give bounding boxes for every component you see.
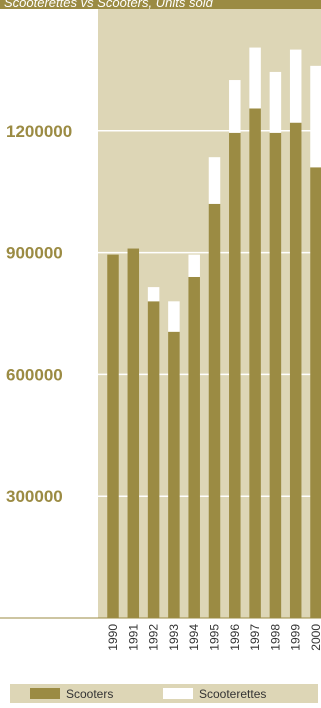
legend-label-scooterettes: Scooterettes — [199, 687, 266, 701]
bar-scooterettes-1994 — [188, 254, 200, 277]
bar-scooterettes-1998 — [269, 71, 282, 133]
x-tick-label-1996: 1996 — [228, 624, 242, 651]
x-tick-label-1993: 1993 — [167, 624, 181, 651]
bar-scooterettes-1995 — [208, 157, 221, 204]
x-tick-label-1991: 1991 — [126, 624, 140, 651]
bar-scooters-1993 — [168, 331, 180, 618]
bar-scooterettes-2000 — [310, 65, 321, 168]
y-tick-label-1: 600000 — [6, 365, 63, 384]
bars — [107, 47, 321, 619]
chart-title-background — [0, 0, 321, 9]
bar-scooters-1996 — [229, 132, 241, 618]
bar-scooters-1990 — [107, 254, 119, 618]
bar-scooters-1999 — [289, 122, 302, 619]
legend-swatch-scooterettes — [163, 688, 193, 699]
bar-scooters-1995 — [208, 203, 221, 618]
legend-label-scooters: Scooters — [66, 687, 113, 701]
x-axis-tick-labels: 1990 1991 1992 1993 1994 1995 1996 1997 1998 1999… — [106, 624, 321, 651]
y-tick-label-0: 300000 — [6, 487, 63, 506]
bar-scooters-1994 — [188, 276, 200, 618]
legend-swatch-scooters — [30, 688, 60, 699]
x-tick-label-1997: 1997 — [248, 624, 262, 651]
x-tick-label-1992: 1992 — [147, 624, 161, 651]
x-tick-label-1998: 1998 — [268, 624, 282, 651]
bar-scooterettes-1993 — [168, 301, 180, 332]
y-axis-tick-labels: 300000 600000 900000 1200000 — [6, 122, 72, 506]
bar-scooters-1991 — [127, 248, 140, 619]
x-tick-label-2000: 2000 — [309, 624, 321, 651]
y-tick-label-3: 1200000 — [6, 122, 72, 141]
legend: Scooters Scooterettes — [10, 684, 318, 703]
bar-scooters-1998 — [269, 132, 282, 618]
bar-scooters-1992 — [147, 301, 160, 618]
bar-scooterettes-1996 — [229, 80, 241, 133]
bar-scooterettes-1999 — [289, 49, 302, 123]
gridlines — [0, 130, 321, 497]
bar-scooterettes-1992 — [147, 287, 160, 302]
chart-title: Scooterettes vs Scooters, Units sold — [4, 0, 214, 10]
x-tick-label-1999: 1999 — [289, 624, 303, 651]
y-tick-label-2: 900000 — [6, 244, 63, 263]
x-tick-label-1994: 1994 — [187, 624, 201, 651]
x-tick-label-1990: 1990 — [106, 624, 120, 651]
bar-scooters-2000 — [310, 167, 321, 618]
bar-scooterettes-1997 — [249, 47, 261, 109]
x-tick-label-1995: 1995 — [208, 624, 222, 651]
bar-scooters-1997 — [249, 108, 261, 618]
